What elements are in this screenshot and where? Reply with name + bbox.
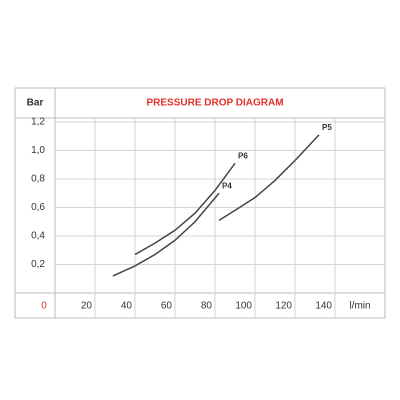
curve [112,192,220,277]
frame [14,87,386,319]
curve [218,134,320,221]
y-tick-label: 1,2 [31,117,45,128]
x-tick-label: 60 [161,301,173,312]
y-tick-label: 0,4 [31,231,45,242]
x-tick-label: 20 [81,301,93,312]
x-tick-label: 80 [201,301,213,312]
x-tick-label: 120 [275,301,292,312]
x-tick-label: 140 [315,301,332,312]
chart-title: PRESSURE DROP DIAGRAM [146,98,283,109]
series-label: P6 [238,151,248,160]
x-tick-label: 100 [235,301,252,312]
y-tick-label: 0,8 [31,174,45,185]
series-label: P4 [222,181,232,190]
y-axis-label: Bar [27,98,44,109]
x-tick-label: 0 [41,301,47,312]
y-tick-label: 0,2 [31,259,45,270]
series-label: P5 [322,123,332,132]
x-axis-label: l/min [349,301,370,312]
y-tick-label: 1,0 [31,145,45,156]
curve [134,162,236,256]
y-tick-label: 0,6 [31,202,45,213]
x-tick-label: 40 [121,301,133,312]
